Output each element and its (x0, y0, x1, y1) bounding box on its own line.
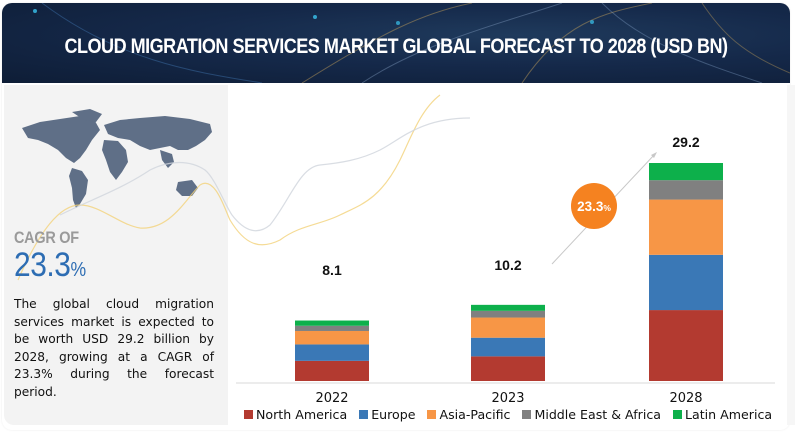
cagr-value: 23.3% (14, 246, 86, 285)
cagr-label: CAGR OF (14, 228, 79, 247)
bar-segment-2022-latin-america (295, 320, 369, 326)
legend-item-middle-east-africa: Middle East & Africa (522, 407, 661, 422)
bar-segment-2022-asia-pacific (295, 330, 369, 345)
right-edge-strip (787, 85, 795, 425)
legend-swatch (359, 410, 369, 419)
decorative-trend-lines (17, 94, 471, 281)
world-map-icon (22, 109, 212, 208)
legend-label: North America (256, 407, 348, 422)
cagr-unit: % (70, 259, 86, 281)
legend-swatch (244, 410, 253, 419)
bar-segment-2028-europe (649, 254, 723, 311)
total-label-2028: 29.2 (672, 134, 699, 150)
bar-segment-2028-asia-pacific (649, 199, 723, 255)
legend-label: Latin America (684, 407, 773, 422)
bar-segment-2023-north-america (471, 356, 545, 381)
bar-segment-2028-middle-east-africa (649, 180, 723, 200)
cagr-number: 23.3 (14, 246, 71, 284)
total-label-2022: 8.1 (322, 262, 342, 278)
legend-label: Asia-Pacific (439, 407, 511, 422)
cagr-bubble-value: 23.3 (577, 198, 604, 214)
bar-segment-2023-europe (471, 337, 545, 357)
legend-swatch (522, 410, 532, 419)
bar-segment-2028-latin-america (649, 163, 723, 181)
x-tick-label-2022: 2022 (315, 391, 348, 406)
bar-segment-2023-asia-pacific (471, 317, 545, 338)
x-tick-label-2023: 2023 (491, 391, 524, 406)
header-decoration (33, 3, 790, 83)
header-banner: CLOUD MIGRATION SERVICES MARKET GLOBAL F… (2, 3, 790, 83)
bar-segment-2022-europe (295, 344, 369, 361)
cagr-bubble: 23.3% (571, 183, 617, 229)
legend-item-north-america: North America (244, 407, 347, 422)
bar-segment-2023-middle-east-africa (471, 310, 545, 318)
x-tick-label-2028: 2028 (669, 391, 702, 406)
chart-title: CLOUD MIGRATION SERVICES MARKET GLOBAL F… (64, 35, 728, 58)
cagr-bubble-unit: % (603, 202, 611, 213)
bar-segment-2028-north-america (649, 310, 723, 381)
legend-label: Europe (371, 407, 416, 422)
legend-swatch (427, 410, 437, 419)
bar-segment-2023-latin-america (471, 304, 545, 311)
chart-legend: North America Europe Asia-Pacific Middle Ea… (244, 407, 772, 422)
legend-label: Middle East & Africa (534, 407, 661, 422)
cagr-arrow-head (651, 152, 657, 158)
legend-item-europe: Europe (359, 407, 415, 422)
legend-swatch (672, 410, 682, 419)
bar-segment-2022-middle-east-africa (295, 325, 369, 331)
total-label-2023: 10.2 (494, 257, 521, 273)
legend-item-latin-america: Latin America (672, 407, 773, 422)
legend-item-asia-pacific: Asia-Pacific (427, 407, 510, 422)
bar-segment-2022-north-america (295, 360, 369, 381)
market-description: The global cloud migration services mark… (14, 297, 214, 399)
